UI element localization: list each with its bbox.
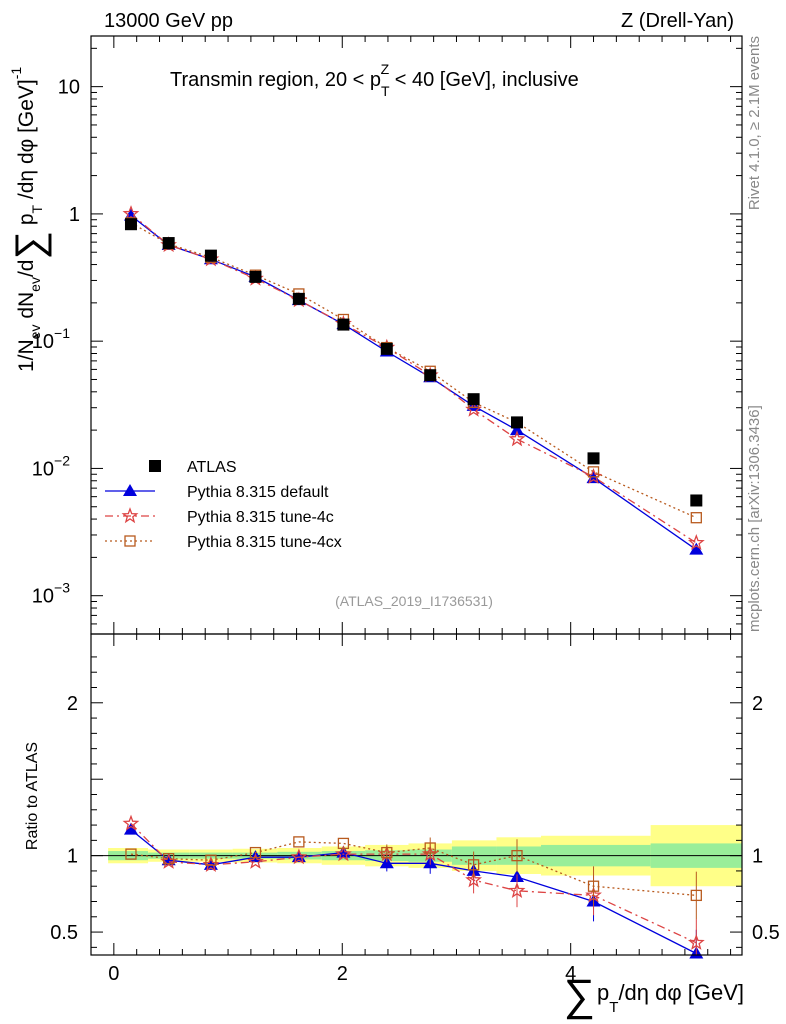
atlas-point <box>124 218 137 231</box>
ratio-point <box>334 845 352 862</box>
ratio-y-axis-label: Ratio to ATLAS <box>24 742 41 850</box>
legend-label: Pythia 8.315 default <box>187 484 329 501</box>
data-point <box>122 205 140 222</box>
title-main: Transmin region, 20 < p <box>170 69 381 91</box>
x-tick-label: 2 <box>337 963 348 985</box>
y-tick-label: 10−3 <box>32 580 70 608</box>
header-left: 13000 GeV pp <box>104 10 233 32</box>
ratio-point <box>205 854 217 866</box>
atlas-point <box>380 342 393 355</box>
main-x-axis <box>90 36 732 634</box>
atlas-point <box>292 292 305 305</box>
x-tick-label: 0 <box>108 963 119 985</box>
data-point <box>587 466 600 478</box>
title-sub: T <box>381 83 390 99</box>
legend-marker <box>124 535 136 547</box>
ratio-point <box>508 881 526 899</box>
ratio-tick-label-left: 0.5 <box>50 922 78 944</box>
atlas-point <box>467 393 480 406</box>
ratio-point <box>247 852 264 869</box>
y-tick-label: 10 <box>58 77 80 99</box>
ratio-point <box>381 846 393 859</box>
ratio-point <box>690 889 702 902</box>
analysis-id: (ATLAS_2019_I1736531) <box>335 593 493 609</box>
ratio-point <box>249 846 262 859</box>
rivet-version-label: Rivet 4.1.0, ≥ 2.1M events <box>746 36 763 210</box>
ratio-panel-frame <box>90 633 743 956</box>
atlas-point <box>587 452 600 465</box>
ratio-point <box>122 814 140 831</box>
ratio-line <box>130 829 697 955</box>
ratio-y-axis: 2 2 1 1 0.5 0.5 <box>50 656 780 948</box>
ratio-point <box>379 856 394 869</box>
ratio-point <box>290 848 308 865</box>
ratio-point <box>465 871 483 888</box>
x-tick-label: 4 <box>565 963 576 985</box>
ratio-point <box>424 842 436 854</box>
ratio-tick-label-right: 2 <box>752 693 763 715</box>
data-point <box>510 423 525 436</box>
y-tick-label: 10−2 <box>32 452 70 480</box>
data-point <box>690 512 702 524</box>
data-point <box>508 430 526 447</box>
y-tick-label: 10−1 <box>32 325 70 353</box>
atlas-point <box>204 249 217 262</box>
legend-marker <box>123 484 137 496</box>
main-y-axis: 10 1 10−1 10−2 10−3 <box>32 47 742 635</box>
atlas-point <box>424 369 437 382</box>
x-axis-label: ∑pT/dη dφ [GeV] <box>564 971 744 1020</box>
ratio-tick-label-left: 2 <box>67 693 78 715</box>
ratio-point <box>467 859 480 871</box>
title-sup: Z <box>381 61 390 77</box>
ratio-point <box>587 880 600 892</box>
ratio-point <box>163 853 175 865</box>
ratio-x-axis: 0 2 4 <box>90 634 732 985</box>
y-axis-label: 1/Nev dNev/d∑ pT /dη dφ [GeV]-1 <box>8 67 52 372</box>
y-tick-label: 1 <box>69 204 80 226</box>
ratio-panel: 2 2 1 1 0.5 0.5 0 2 4 Ratio to ATLAS ∑pT/dη dφ … <box>24 633 780 1020</box>
atlas-point <box>162 237 175 250</box>
data-point <box>689 542 704 555</box>
header-right: Z (Drell-Yan) <box>621 10 734 32</box>
chart-title: Transmin region, 20 < pTZ < 40 [GeV], in… <box>170 61 579 99</box>
series-line <box>130 213 697 544</box>
ratio-point <box>293 836 305 848</box>
atlas-point <box>249 270 262 283</box>
legend-label: Pythia 8.315 tune-4c <box>187 509 334 526</box>
legend-marker <box>121 507 139 524</box>
legend-marker <box>149 460 161 472</box>
ratio-point <box>123 822 138 835</box>
ratio-tick-label-left: 1 <box>67 846 78 868</box>
ratio-tick-label-right: 0.5 <box>752 922 780 944</box>
ratio-tick-label-right: 1 <box>752 846 763 868</box>
ratio-point <box>125 848 137 860</box>
legend-label: Pythia 8.315 tune-4cx <box>187 534 342 551</box>
atlas-point <box>337 318 350 331</box>
atlas-point <box>511 416 524 429</box>
atlas-point <box>690 494 703 507</box>
legend: ATLAS Pythia 8.315 default Pythia 8.315 tu… <box>105 459 342 551</box>
main-panel: 10 1 10−1 10−2 10−3 Transmin region, 20 < pT… <box>8 35 743 635</box>
mcplots-label: mcplots.cern.ch [arXiv:1306.3436] <box>746 405 763 632</box>
ratio-point <box>511 849 523 862</box>
ratio-point <box>337 837 350 850</box>
data-point <box>687 534 705 550</box>
ratio-point <box>687 933 705 950</box>
title-rest: < 40 [GeV], inclusive <box>389 69 579 91</box>
ratio-line <box>130 841 697 897</box>
series-line <box>130 222 697 519</box>
legend-label: ATLAS <box>187 459 237 476</box>
